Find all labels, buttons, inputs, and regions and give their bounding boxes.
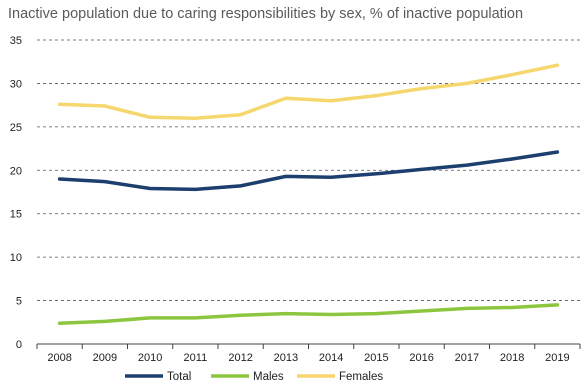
y-tick-label: 35	[10, 35, 22, 47]
y-tick-label: 0	[16, 339, 22, 351]
legend-label-males: Males	[253, 371, 284, 383]
x-tick-label: 2016	[409, 352, 433, 364]
x-tick-label: 2010	[138, 352, 162, 364]
legend-label-total: Total	[167, 371, 191, 383]
series-line-total	[57, 150, 560, 192]
x-tick-label: 2012	[228, 352, 252, 364]
x-tick-label: 2008	[47, 352, 71, 364]
y-tick-label: 5	[16, 296, 22, 308]
x-tick-label: 2009	[93, 352, 117, 364]
y-tick-label: 20	[10, 165, 22, 177]
x-tick-label: 2013	[274, 352, 298, 364]
y-tick-label: 30	[10, 78, 22, 90]
x-tick-label: 2014	[319, 352, 343, 364]
chart-subtitle: Inactive population due to caring respon…	[8, 6, 524, 22]
legend-label-females: Females	[339, 371, 383, 383]
y-axis-ticks: 0 5 10 15 20 25 30 35	[10, 35, 22, 351]
y-tick-label: 25	[10, 122, 22, 134]
series-line-males	[57, 303, 560, 325]
y-tick-label: 15	[10, 209, 22, 221]
x-tick-label: 2011	[184, 352, 208, 364]
series-line-females	[57, 63, 560, 120]
x-axis: 2008 2009 2010 2011 2012 2013 2014 2015 2016 2017…	[36, 343, 581, 364]
y-tick-label: 10	[10, 252, 22, 264]
legend: Total Males Females	[125, 371, 383, 383]
x-tick-label: 2017	[455, 352, 479, 364]
x-tick-label: 2018	[500, 352, 524, 364]
x-tick-label: 2015	[364, 352, 388, 364]
grid-lines	[37, 39, 580, 301]
x-tick-label: 2019	[545, 352, 569, 364]
series-lines	[57, 63, 560, 325]
